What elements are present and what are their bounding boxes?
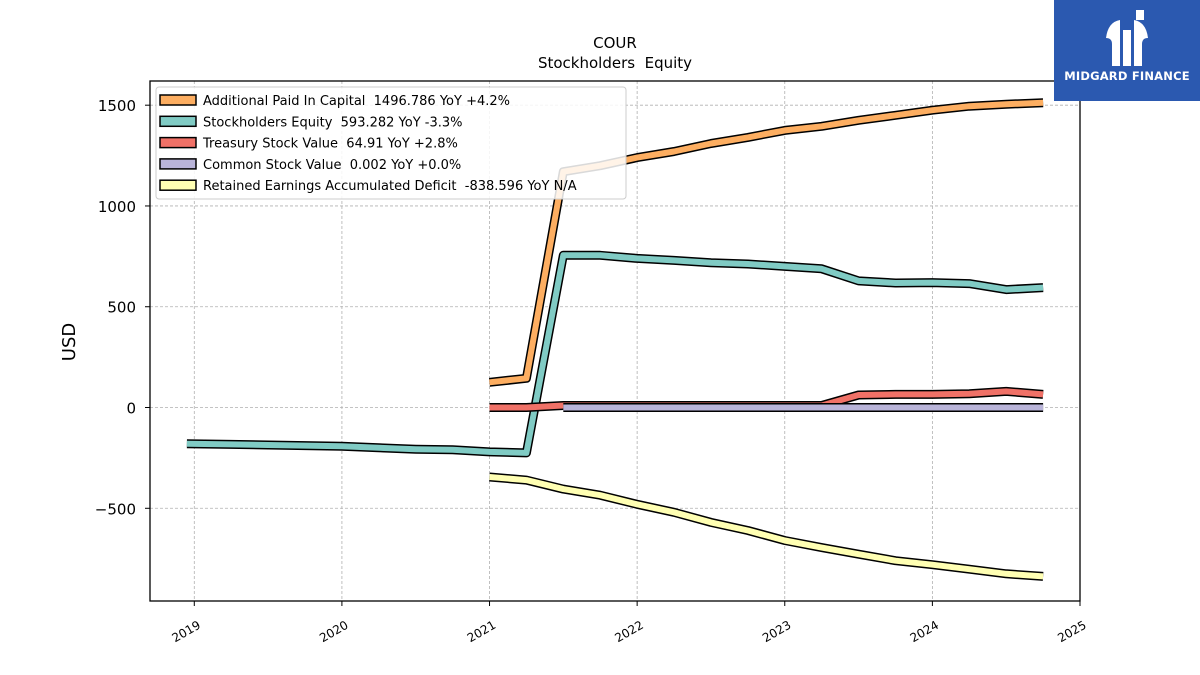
y-tick-label: 500 bbox=[107, 299, 136, 317]
legend-swatch bbox=[159, 94, 197, 106]
y-axis-label: USD bbox=[59, 323, 80, 361]
y-tick-label: 1500 bbox=[98, 97, 136, 115]
legend-swatch bbox=[159, 158, 197, 170]
logo-mark-icon bbox=[1106, 10, 1148, 66]
plot-series bbox=[186, 98, 1044, 581]
series-line bbox=[489, 474, 1044, 580]
legend-swatch bbox=[159, 136, 197, 149]
midgard-finance-logo: MIDGARD FINANCE bbox=[1054, 0, 1200, 101]
chart-title: COUR bbox=[593, 34, 637, 52]
x-tick-label: 2022 bbox=[612, 618, 645, 645]
legend-label: Retained Earnings Accumulated Deficit -8… bbox=[203, 179, 577, 194]
x-tick-label: 2025 bbox=[1055, 618, 1088, 645]
x-tick-label: 2021 bbox=[465, 618, 498, 645]
legend-label: Common Stock Value 0.002 YoY +0.0% bbox=[203, 158, 461, 173]
x-tick-label: 2019 bbox=[170, 618, 203, 645]
legend: Additional Paid In Capital 1496.786 YoY … bbox=[155, 86, 627, 200]
y-tick-label: 1000 bbox=[98, 198, 136, 216]
legend-box bbox=[155, 86, 627, 200]
x-tick-label: 2020 bbox=[317, 618, 350, 645]
legend-label: Additional Paid In Capital 1496.786 YoY … bbox=[203, 94, 510, 109]
x-tick-label: 2023 bbox=[760, 618, 793, 645]
legend-swatch bbox=[159, 179, 197, 191]
series-stockholders-equity bbox=[186, 250, 1044, 458]
legend-swatch bbox=[159, 115, 197, 128]
chart-subtitle: Stockholders Equity bbox=[538, 54, 692, 72]
y-tick-label: −500 bbox=[95, 500, 136, 518]
logo-text: MIDGARD FINANCE bbox=[1064, 69, 1190, 83]
plot-frame bbox=[149, 80, 1081, 602]
series-line bbox=[186, 252, 1044, 456]
legend-label: Stockholders Equity 593.282 YoY -3.3% bbox=[203, 115, 463, 130]
legend-label: Treasury Stock Value 64.91 YoY +2.8% bbox=[202, 137, 458, 152]
series-retained-earnings-accumulated-deficit bbox=[489, 472, 1044, 581]
y-tick-label: 0 bbox=[126, 400, 136, 418]
x-tick-label: 2024 bbox=[908, 618, 941, 645]
